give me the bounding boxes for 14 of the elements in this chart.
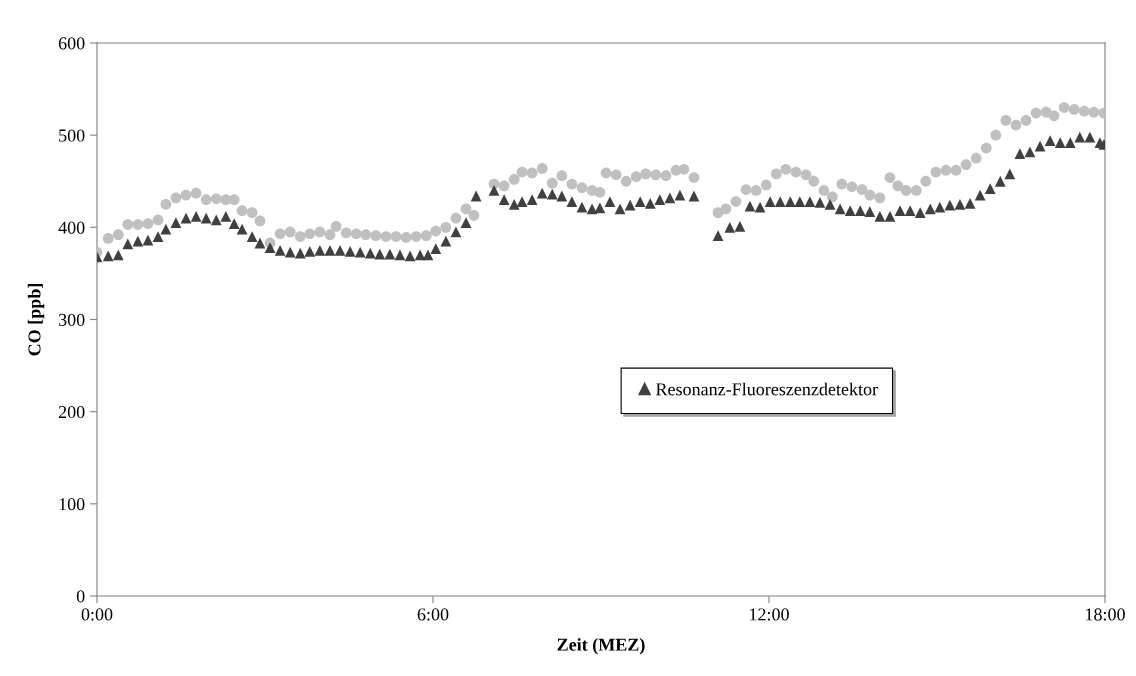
x-tick-label: 12:00 — [750, 608, 789, 621]
x-axis-title: Zeit (MEZ) — [557, 638, 645, 655]
y-tick-label: 500 — [59, 129, 85, 142]
y-tick-label: 0 — [76, 590, 85, 603]
x-tick-label: 18:00 — [1086, 608, 1125, 621]
y-tick-label: 100 — [59, 498, 85, 511]
legend-label: Resonanz-Fluoreszenzdetektor — [655, 382, 878, 396]
y-tick-label: 200 — [58, 405, 85, 419]
x-tick-label: 6:00 — [417, 608, 449, 621]
y-tick-label: 600 — [58, 37, 85, 50]
y-tick-label: 300 — [58, 313, 85, 326]
y-axis-title: CO [ppb] — [27, 283, 45, 356]
y-tick-label: 400 — [58, 221, 85, 234]
x-tick-label: 0:00 — [81, 608, 113, 621]
